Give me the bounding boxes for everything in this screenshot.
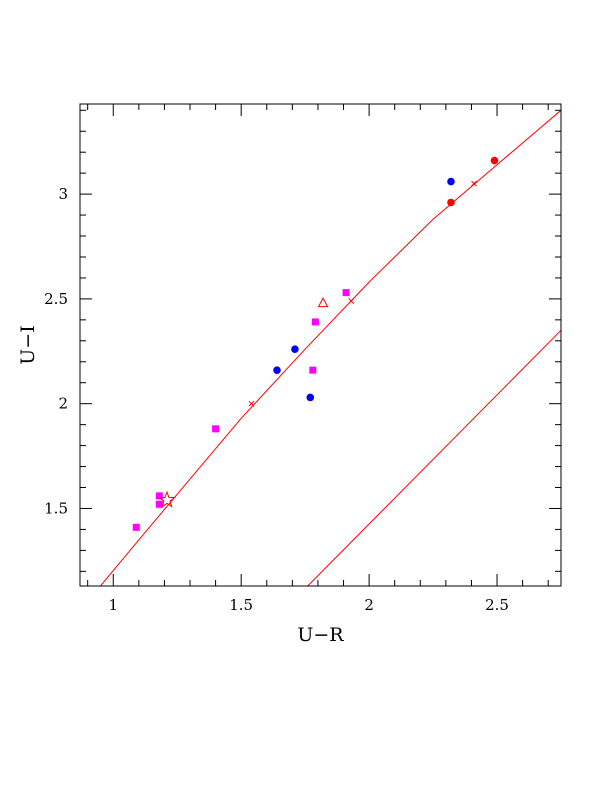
axis-ticks xyxy=(80,104,561,586)
fit-line-2 xyxy=(307,329,561,586)
circle-point xyxy=(447,177,455,186)
circle-point xyxy=(273,366,281,374)
triangle-point xyxy=(317,297,329,308)
square-point xyxy=(311,318,319,326)
circle-point xyxy=(447,198,455,207)
x-tick-label: 2.5 xyxy=(485,596,509,614)
plot-frame xyxy=(79,103,562,587)
square-point xyxy=(309,366,317,374)
x-tick-label: 1 xyxy=(108,596,118,614)
x-tick-label: 2 xyxy=(364,596,374,614)
circle-point xyxy=(291,345,299,353)
square-point xyxy=(212,425,220,433)
star-point xyxy=(158,490,176,508)
square-point xyxy=(132,523,140,531)
fit-lines xyxy=(100,109,561,586)
cross-point xyxy=(471,180,477,187)
square-point xyxy=(155,500,163,508)
data-points xyxy=(132,156,499,531)
square-point xyxy=(342,289,350,297)
y-tick-label: 1.5 xyxy=(44,499,68,517)
y-tick-label: 2.5 xyxy=(44,290,68,308)
x-axis-label: U−R xyxy=(297,624,344,646)
x-tick-label: 1.5 xyxy=(229,596,253,614)
cross-point xyxy=(348,298,355,304)
y-tick-label: 2 xyxy=(58,395,68,413)
circle-point xyxy=(490,156,499,165)
cross-point xyxy=(248,400,255,407)
circle-point xyxy=(306,393,315,402)
fit-line-1 xyxy=(100,109,561,586)
y-tick-label: 3 xyxy=(58,185,68,203)
tick-labels: 1 1.5 2 2.5 1.5 2 2.5 3 xyxy=(44,185,509,614)
y-axis-label: U−I xyxy=(17,325,39,364)
square-point xyxy=(155,492,163,500)
